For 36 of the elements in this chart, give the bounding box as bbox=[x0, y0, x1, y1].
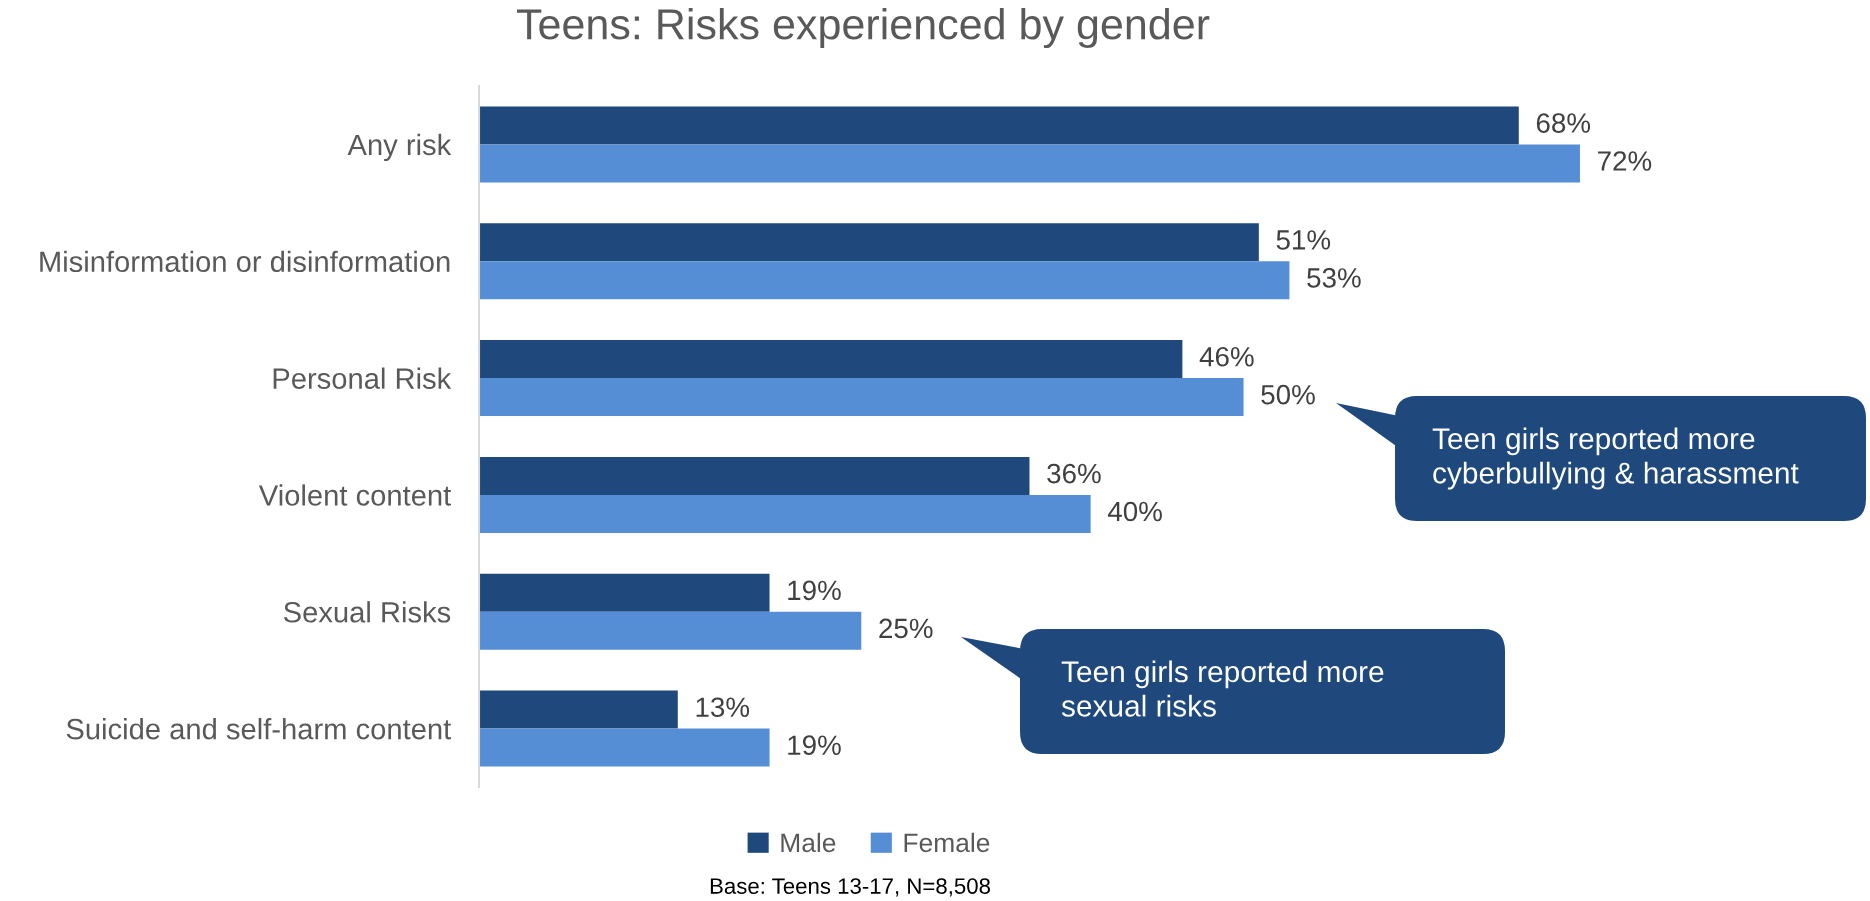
data-label: 68% bbox=[1536, 113, 1591, 133]
annotation: Teen girls reported more sexual risks bbox=[1061, 660, 1384, 717]
data-label: 13% bbox=[696, 697, 750, 718]
data-label: 19% bbox=[788, 735, 841, 756]
data-label: 36% bbox=[1047, 463, 1101, 484]
annotation: Teen girls reported more cyberbullying & harassment bbox=[1432, 427, 1799, 490]
bar bbox=[479, 378, 1244, 417]
text: Base: Teens 13-17, N=8,508 bbox=[710, 878, 990, 897]
bar bbox=[479, 573, 770, 612]
bar bbox=[479, 690, 678, 729]
bar bbox=[479, 261, 1290, 300]
bar bbox=[479, 456, 1030, 495]
legend-label: Female bbox=[904, 832, 990, 853]
y-tick-label: Any risk bbox=[347, 133, 452, 162]
y-tick-label: Misinformation or disinformation bbox=[40, 250, 450, 273]
data-label: 40% bbox=[1107, 501, 1162, 522]
data-label: 51% bbox=[1276, 230, 1331, 250]
y-tick-label: Personal Risk bbox=[273, 367, 452, 389]
data-label: 46% bbox=[1199, 346, 1254, 367]
bar bbox=[479, 144, 1580, 183]
data-label: 19% bbox=[788, 580, 841, 601]
data-label: 72% bbox=[1598, 151, 1652, 171]
bar bbox=[479, 223, 1259, 262]
y-tick-label: Violent content bbox=[258, 484, 452, 506]
data-label: 50% bbox=[1261, 384, 1315, 405]
chart-title: Teens: Risks experienced by gender bbox=[516, 7, 1210, 49]
bar bbox=[479, 611, 862, 650]
bar bbox=[479, 106, 1519, 145]
y-tick-label: Suicide and self-harm content bbox=[66, 718, 452, 740]
bar bbox=[479, 728, 770, 767]
data-label: 25% bbox=[879, 618, 933, 639]
legend-label: Male bbox=[781, 832, 836, 853]
data-label: 53% bbox=[1307, 268, 1361, 288]
bar bbox=[479, 340, 1183, 379]
bar bbox=[479, 494, 1091, 533]
y-tick-label: Sexual Risks bbox=[283, 601, 451, 623]
